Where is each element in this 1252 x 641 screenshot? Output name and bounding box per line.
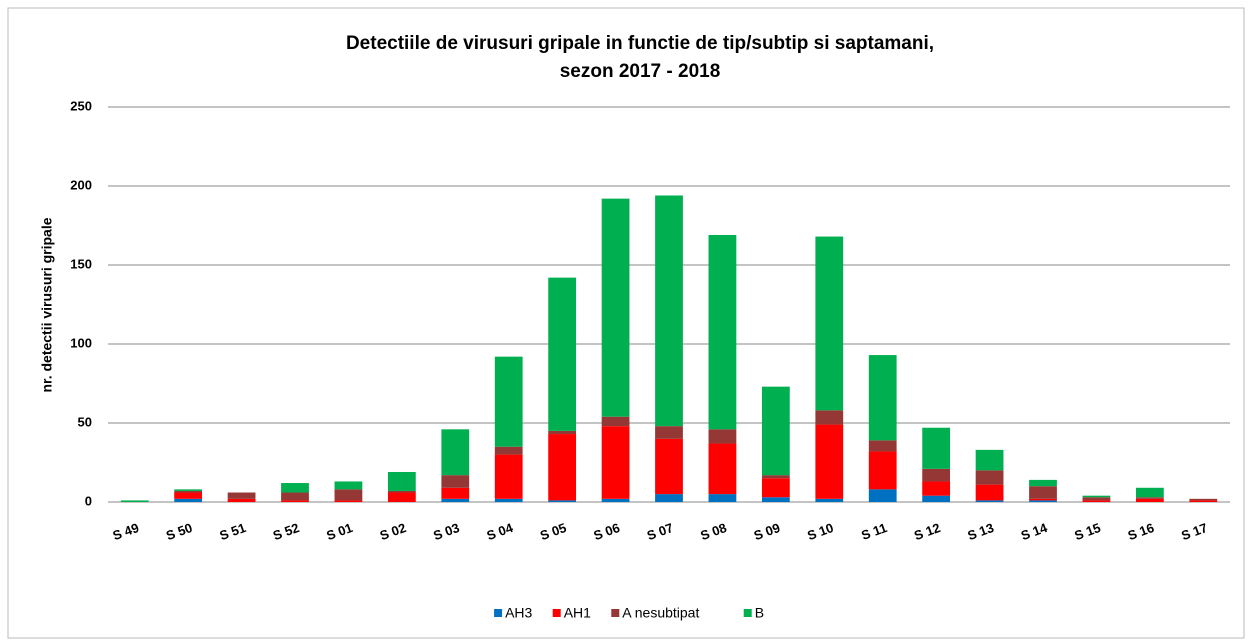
bar-segment — [227, 498, 256, 502]
bar-segment — [174, 489, 203, 491]
bar-segment — [975, 449, 1004, 471]
bar-segment — [601, 426, 630, 499]
bar-segment — [922, 495, 951, 502]
bar-segment — [494, 454, 523, 499]
bar-segment — [334, 481, 363, 490]
bar-segment — [1135, 487, 1164, 498]
bar-segment — [601, 416, 630, 427]
bar-segment — [761, 497, 790, 502]
bar-segment — [120, 500, 149, 502]
bar-segment — [708, 234, 737, 430]
bar-segment — [548, 434, 577, 501]
bar-segment — [1082, 500, 1111, 502]
bar-segment — [601, 198, 630, 417]
bar-segment — [494, 498, 523, 502]
bar-segment — [868, 451, 897, 490]
bar-segment — [387, 490, 416, 493]
y-axis-label: nr. detectii virusuri gripale — [39, 217, 55, 392]
bar-segment — [868, 489, 897, 502]
bar-segment — [227, 492, 256, 499]
bar-segment — [922, 468, 951, 482]
bar-segment — [975, 500, 1004, 502]
bar-segment — [441, 487, 470, 499]
bar-segment — [494, 446, 523, 455]
bar-segment — [761, 386, 790, 476]
bar-segment — [334, 489, 363, 501]
bar-segment — [281, 483, 309, 493]
legend-swatch — [494, 609, 503, 617]
bar-segment — [441, 475, 470, 488]
bar-segment — [441, 498, 470, 502]
bar-segment — [174, 492, 203, 499]
bar-segment — [1135, 497, 1164, 499]
bar-segment — [601, 498, 630, 502]
bar-segment — [548, 430, 577, 435]
bar-segment — [1029, 486, 1057, 499]
bar-segment — [1082, 497, 1111, 501]
bar-segment — [281, 492, 309, 501]
bar-segment — [281, 500, 309, 502]
bar-segment — [868, 440, 897, 452]
bar-segment — [548, 277, 577, 431]
bar-segment — [655, 494, 683, 502]
bar-segment — [1029, 500, 1057, 502]
bar-segment — [334, 500, 363, 502]
y-tick-label: 150 — [70, 256, 92, 271]
bar-segment — [494, 356, 523, 447]
legend-label: AH3 — [505, 605, 532, 621]
bar-segment — [441, 429, 470, 476]
bar-segment — [174, 490, 203, 493]
bar-segment — [655, 426, 683, 439]
bar-segment — [655, 438, 683, 495]
bar-segment — [815, 410, 844, 425]
bar-segment — [1029, 479, 1057, 487]
y-tick-label: 50 — [78, 414, 92, 429]
y-tick-label: 100 — [70, 335, 92, 350]
bar-segment — [975, 470, 1004, 485]
bar-segment — [815, 424, 844, 499]
bar-segment — [1029, 498, 1057, 501]
y-tick-label: 200 — [70, 177, 92, 192]
bar-segment — [922, 427, 951, 469]
bar-segment — [387, 471, 416, 491]
legend-swatch — [743, 609, 752, 617]
bar-segment — [761, 478, 790, 498]
bar-segment — [174, 498, 203, 502]
chart-title: sezon 2017 - 2018 — [560, 61, 721, 82]
bar-segment — [922, 481, 951, 496]
bar-segment — [761, 475, 790, 479]
y-tick-label: 0 — [85, 493, 92, 508]
bar-segment — [708, 429, 737, 444]
bar-segment — [815, 236, 844, 411]
bar-segment — [1135, 498, 1164, 502]
bar-segment — [975, 484, 1004, 501]
legend-label: B — [755, 605, 764, 621]
bar-segment — [708, 443, 737, 495]
chart-title: Detectiile de virusuri gripale in functi… — [346, 33, 934, 54]
y-tick-label: 250 — [70, 98, 92, 113]
bar-segment — [1082, 495, 1111, 498]
bar-segment — [548, 500, 577, 502]
bar-segment — [868, 355, 897, 441]
legend-swatch — [611, 609, 620, 617]
legend-swatch — [552, 609, 561, 617]
bar-segment — [1189, 498, 1218, 501]
bar-segment — [708, 494, 737, 502]
legend-label: A nesubtipat — [622, 605, 699, 621]
legend-label: AH1 — [564, 605, 591, 621]
bar-segment — [1189, 500, 1218, 502]
bar-segment — [655, 195, 683, 427]
bar-segment — [815, 498, 844, 502]
bar-segment — [387, 492, 416, 502]
